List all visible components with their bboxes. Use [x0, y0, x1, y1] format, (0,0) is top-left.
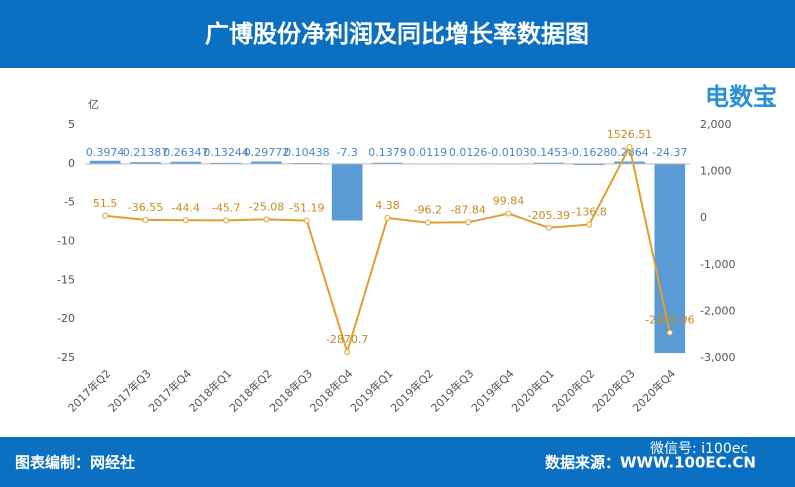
- line-label: -51.19: [289, 202, 324, 215]
- line-label: -136.8: [571, 206, 606, 219]
- line-point: [586, 221, 593, 228]
- bar: [533, 162, 565, 164]
- x-tick-label: 2018年Q3: [267, 366, 316, 415]
- line-label: -44.4: [172, 201, 200, 214]
- footer-left: 图表编制：网经社: [15, 454, 135, 472]
- bar: [170, 161, 202, 164]
- x-tick-label: 2018年Q1: [186, 366, 235, 415]
- y-tick-label: -25: [57, 351, 75, 364]
- y-unit: 亿: [88, 98, 99, 111]
- bar-label: 0.26347: [163, 146, 209, 159]
- y2-tick-label: 0: [700, 211, 707, 224]
- y-tick-label: -10: [57, 235, 75, 248]
- bar-label: 0.21387: [123, 146, 169, 159]
- bar: [89, 160, 121, 164]
- bar: [251, 161, 282, 164]
- line-point: [465, 219, 472, 226]
- bar-label: 0.13244: [203, 146, 249, 159]
- line-label: 51.5: [93, 197, 118, 210]
- y2-tick-label: -3,000: [700, 351, 735, 364]
- bar-label: 0.0119: [409, 146, 448, 159]
- footer-band: [0, 437, 795, 487]
- line-label: 4.38: [375, 199, 400, 212]
- line-point: [666, 329, 673, 336]
- line-point: [505, 210, 512, 217]
- line-label: -2455.06: [645, 314, 694, 327]
- bar-label: -0.1628: [568, 146, 610, 159]
- footer-right: 数据来源：WWW.100EC.CN: [545, 454, 756, 472]
- x-tick-label: 2020年Q4: [630, 366, 679, 415]
- bar-label: 0.1379: [368, 146, 407, 159]
- x-tick-label: 2020年Q3: [589, 366, 638, 415]
- line-point: [182, 217, 189, 224]
- y-tick-label: -15: [57, 273, 75, 286]
- y-tick-label: 0: [68, 157, 75, 170]
- wechat: 微信号: i100ec: [650, 441, 748, 457]
- chart-title: 广博股份净利润及同比增长率数据图: [205, 20, 589, 48]
- x-tick-label: 2018年Q4: [307, 366, 356, 415]
- line-point: [626, 144, 633, 151]
- y2-tick-label: -1,000: [700, 258, 735, 271]
- line-label: -96.2: [414, 204, 442, 217]
- line-label: 99.84: [493, 195, 525, 208]
- line-point: [102, 212, 109, 219]
- x-tick-label: 2019年Q2: [388, 366, 437, 415]
- line-point: [303, 217, 310, 224]
- x-tick-label: 2020年Q1: [509, 366, 558, 415]
- y2-tick-label: -2,000: [700, 304, 735, 317]
- bar-label: 0.29772: [244, 146, 290, 159]
- line-point: [263, 216, 270, 223]
- x-tick-label: 2019年Q1: [347, 366, 396, 415]
- bar-label: 0.3974: [86, 146, 125, 159]
- line-point: [344, 348, 351, 355]
- bar: [331, 163, 363, 221]
- line-point: [142, 216, 149, 223]
- line: [105, 144, 671, 356]
- line-label: -36.55: [128, 201, 163, 214]
- x-tick-label: 2017年Q4: [146, 366, 195, 415]
- line-point: [424, 219, 431, 226]
- bar: [614, 161, 645, 164]
- y2-tick-label: 2,000: [700, 118, 732, 131]
- bar: [573, 163, 605, 166]
- header-band: [0, 0, 795, 68]
- y-tick-label: 5: [68, 118, 75, 131]
- line-point: [223, 217, 230, 224]
- line-label: -87.84: [450, 203, 485, 216]
- y-tick-label: -5: [64, 196, 75, 209]
- line-label: 1526.51: [607, 128, 653, 141]
- x-tick-label: 2019年Q4: [468, 366, 517, 415]
- line-label: -205.39: [528, 209, 570, 222]
- x-tick-label: 2017年Q3: [105, 366, 154, 415]
- line-label: -25.08: [249, 200, 284, 213]
- bar: [130, 162, 161, 164]
- bar: [654, 163, 686, 354]
- y-tick-label: -20: [57, 312, 75, 325]
- line-point: [384, 214, 391, 221]
- bar-label: 0.1453: [530, 146, 569, 159]
- bar-label: -0.0103: [487, 146, 529, 159]
- logo: 电数宝: [705, 83, 777, 111]
- x-tick-label: 2019年Q3: [428, 366, 477, 415]
- bar-label: 0.0126: [449, 146, 488, 159]
- bar-label: 0.2864: [610, 146, 649, 159]
- bar-label: -7.3: [336, 146, 357, 159]
- bar: [210, 162, 242, 164]
- line-label: -45.7: [212, 201, 240, 214]
- x-tick-label: 2020年Q2: [549, 366, 598, 415]
- x-tick-label: 2018年Q2: [226, 366, 275, 415]
- bar: [372, 162, 403, 164]
- y2-tick-label: 1,000: [700, 165, 732, 178]
- line-point: [545, 224, 552, 231]
- x-tick-label: 2017年Q2: [65, 366, 114, 415]
- line-label: -2870.7: [326, 333, 368, 346]
- bar-label: 0.10438: [284, 146, 330, 159]
- bar-label: -24.37: [652, 146, 687, 159]
